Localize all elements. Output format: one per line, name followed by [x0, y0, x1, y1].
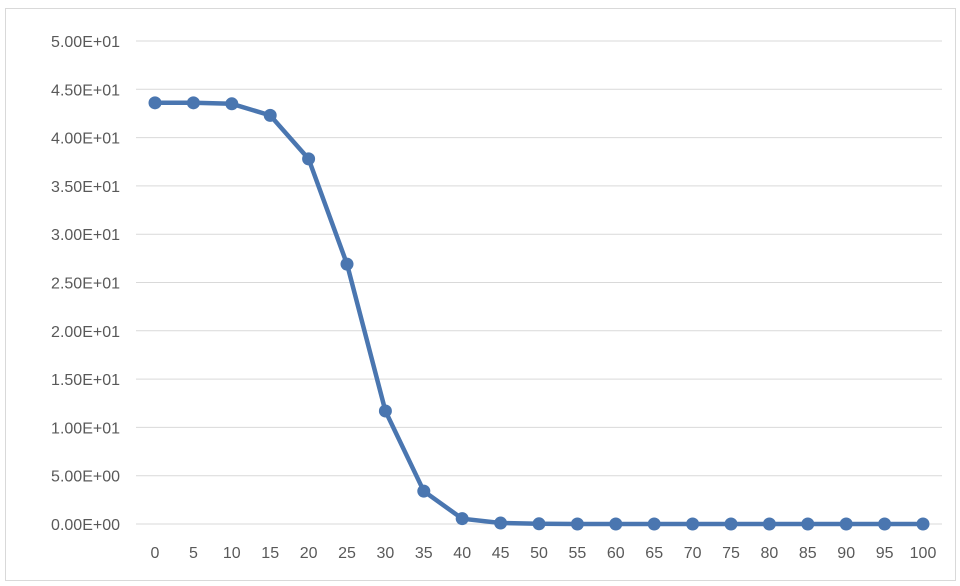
x-tick-label: 55	[569, 545, 587, 562]
data-point	[570, 517, 584, 531]
y-tick-label: 4.00E+01	[51, 131, 120, 148]
data-point	[839, 517, 853, 531]
data-point	[686, 517, 700, 531]
data-point	[801, 517, 815, 531]
data-point	[186, 96, 200, 110]
data-point	[148, 96, 162, 110]
y-tick-label: 3.50E+01	[51, 179, 120, 196]
x-tick-label: 80	[761, 545, 779, 562]
y-tick-label: 1.00E+01	[51, 420, 120, 437]
x-tick-label: 95	[876, 545, 894, 562]
data-point	[455, 512, 469, 526]
x-tick-label: 45	[492, 545, 510, 562]
x-tick-label: 70	[684, 545, 702, 562]
x-tick-label: 40	[453, 545, 471, 562]
x-tick-label: 85	[799, 545, 817, 562]
x-axis-ticks: 0 5 10 15 20 25 30 35 40 45 50 55 60 65 70 75 80 85 90 95 10…	[151, 545, 937, 562]
x-tick-label: 60	[607, 545, 625, 562]
y-tick-label: 0.00E+00	[51, 517, 120, 534]
data-point	[532, 517, 546, 531]
data-point	[609, 517, 623, 531]
x-tick-label: 65	[645, 545, 663, 562]
x-tick-label: 5	[189, 545, 198, 562]
data-point	[302, 152, 316, 166]
chart-border	[5, 8, 956, 581]
x-tick-label: 50	[530, 545, 548, 562]
x-tick-label: 90	[837, 545, 855, 562]
y-tick-label: 4.50E+01	[51, 82, 120, 99]
series-line	[152, 100, 926, 527]
data-point	[417, 484, 431, 498]
x-tick-label: 35	[415, 545, 433, 562]
y-tick-label: 2.50E+01	[51, 276, 120, 293]
x-tick-label: 30	[377, 545, 395, 562]
y-tick-label: 3.00E+01	[51, 227, 120, 244]
data-point	[762, 517, 776, 531]
data-point	[916, 517, 930, 531]
data-point	[378, 404, 392, 418]
y-tick-label: 1.50E+01	[51, 372, 120, 389]
x-tick-label: 75	[722, 545, 740, 562]
y-tick-label: 2.00E+01	[51, 324, 120, 341]
data-point	[878, 517, 892, 531]
y-axis-ticks: 0.00E+00 5.00E+00 1.00E+01 1.50E+01 2.00E+01…	[51, 34, 120, 534]
data-point	[263, 108, 277, 122]
data-point	[494, 516, 508, 530]
data-point	[724, 517, 738, 531]
data-point	[647, 517, 661, 531]
y-tick-label: 5.00E+00	[51, 469, 120, 486]
x-tick-label: 0	[151, 545, 160, 562]
x-tick-label: 25	[338, 545, 356, 562]
x-tick-label: 15	[261, 545, 279, 562]
series-layer	[148, 96, 930, 531]
data-point	[225, 97, 239, 111]
data-point	[340, 257, 354, 271]
y-tick-label: 5.00E+01	[51, 34, 120, 51]
x-tick-label: 10	[223, 545, 241, 562]
x-tick-label: 20	[300, 545, 318, 562]
x-tick-label: 100	[910, 545, 937, 562]
